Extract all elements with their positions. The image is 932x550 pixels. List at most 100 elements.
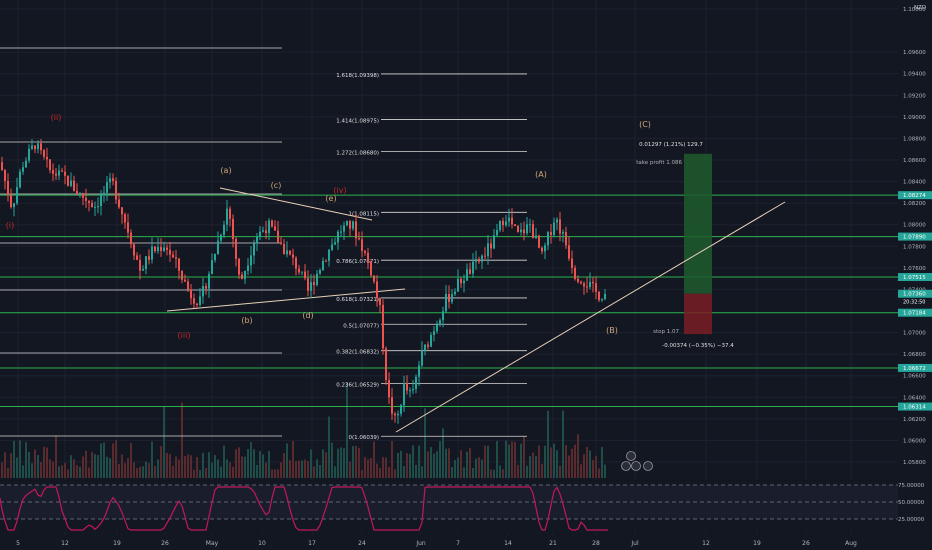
volume-bar xyxy=(466,451,468,478)
candle-body xyxy=(406,382,408,391)
candle-body xyxy=(568,245,570,259)
candle-body xyxy=(502,220,504,226)
volume-bar xyxy=(196,457,198,478)
candle-body xyxy=(64,171,66,176)
volume-bar xyxy=(49,459,51,478)
candle-body xyxy=(454,291,456,295)
candle-body xyxy=(403,382,405,406)
grid-lines xyxy=(0,0,898,535)
candle-body xyxy=(151,246,153,260)
candle-body xyxy=(373,275,375,282)
candle-body xyxy=(277,230,279,243)
volume-bar xyxy=(274,469,276,478)
candle-body xyxy=(280,242,282,244)
volume-bar xyxy=(40,462,42,478)
candle-body xyxy=(448,294,450,302)
candle-body xyxy=(211,260,213,275)
candle-body xyxy=(316,273,318,286)
candle-body xyxy=(430,334,432,347)
candle-body xyxy=(298,268,300,273)
price-tick-label: 1.08400 xyxy=(903,180,926,186)
volume-bar xyxy=(4,452,6,478)
volume-bar xyxy=(358,448,360,478)
price-tick-label: 1.07000 xyxy=(903,331,926,337)
candle-body xyxy=(223,224,225,235)
candle-body xyxy=(232,218,234,239)
volume-bar xyxy=(250,442,252,478)
candle-body xyxy=(577,278,579,282)
candle-body xyxy=(433,331,435,335)
volume-bar xyxy=(202,452,204,478)
candle-body xyxy=(436,324,438,332)
volume-bar xyxy=(367,459,369,478)
time-tick-label: 21 xyxy=(549,540,557,547)
candle-body xyxy=(457,278,459,292)
volume-bar xyxy=(433,453,435,478)
candle-body xyxy=(541,247,543,252)
candle-body xyxy=(181,270,183,280)
time-axis[interactable]: 5 12 19 26 May 10 17 24 Jun 7 14 21 28 Jul 12 19 26 Aug xyxy=(0,535,932,550)
volume-bar xyxy=(547,410,549,478)
stop-label: stop 1.07 xyxy=(653,329,679,335)
candle-body xyxy=(598,291,600,301)
volume-bar xyxy=(232,466,234,478)
candle-body xyxy=(307,278,309,291)
candle-body xyxy=(571,258,573,268)
volume-bar xyxy=(226,459,228,478)
candle-body xyxy=(529,224,531,226)
replay-controls[interactable] xyxy=(621,451,653,471)
price-tick-label: 1.06000 xyxy=(903,438,926,444)
candle-body xyxy=(46,156,48,160)
volume-bar xyxy=(184,456,186,478)
wave-label: (ii) xyxy=(51,113,62,122)
fibonacci-retracement[interactable]: 1.618(1.09398) 1.414(1.08975) 1.272(1.0868… xyxy=(336,73,527,441)
volume-bar xyxy=(79,466,81,478)
price-label-text: 1.07360 xyxy=(903,292,926,298)
price-tick-label: 1.06600 xyxy=(903,374,926,380)
candle-body xyxy=(460,278,462,284)
candle-body xyxy=(346,220,348,226)
volume-bar xyxy=(571,448,573,478)
candle-body xyxy=(319,269,321,274)
volume-bar xyxy=(403,465,405,478)
time-tick-label: Jul xyxy=(630,540,639,547)
candle-body xyxy=(94,206,96,208)
candle-body xyxy=(103,192,105,195)
rsi-tick-label: 50.00000 xyxy=(898,500,925,506)
volume-bar xyxy=(241,456,243,478)
price-tick-label: 1.09000 xyxy=(903,115,926,121)
candle-body xyxy=(499,220,501,231)
wave-label: (i) xyxy=(6,221,14,230)
time-tick-label: Aug xyxy=(845,540,857,547)
fib-level-label: 1(1.08115) xyxy=(348,211,379,217)
candle-body xyxy=(535,235,537,239)
volume-bar xyxy=(340,447,342,478)
price-label-text: 1.07184 xyxy=(903,311,926,317)
volume-bar xyxy=(523,436,525,478)
volume-bar xyxy=(481,459,483,478)
volume-bar xyxy=(235,449,237,478)
wave-label: (A) xyxy=(535,170,547,179)
candle-body xyxy=(310,282,312,291)
wave-label: (iii) xyxy=(178,331,191,340)
fib-level-label: 0.786(1.07671) xyxy=(336,259,379,265)
volume-bar xyxy=(589,450,591,478)
volume-bar xyxy=(142,466,144,478)
volume-bar xyxy=(529,456,531,478)
wave-label: (e) xyxy=(325,194,336,203)
replay-control-icon xyxy=(631,461,641,471)
volume-bar xyxy=(394,469,396,478)
volume-bar xyxy=(139,466,141,478)
long-position-tool[interactable]: 0.01297 (1.21%) 129.7 take profit 1.086 st… xyxy=(636,142,734,349)
candle-body xyxy=(52,170,54,174)
candle-body xyxy=(487,243,489,257)
trendlines[interactable] xyxy=(166,187,786,433)
volume-bar xyxy=(385,457,387,478)
candle-body xyxy=(313,282,315,286)
volume-bar xyxy=(175,456,177,478)
candle-body xyxy=(526,224,528,234)
candle-body xyxy=(427,344,429,347)
volume-bar xyxy=(91,451,93,478)
